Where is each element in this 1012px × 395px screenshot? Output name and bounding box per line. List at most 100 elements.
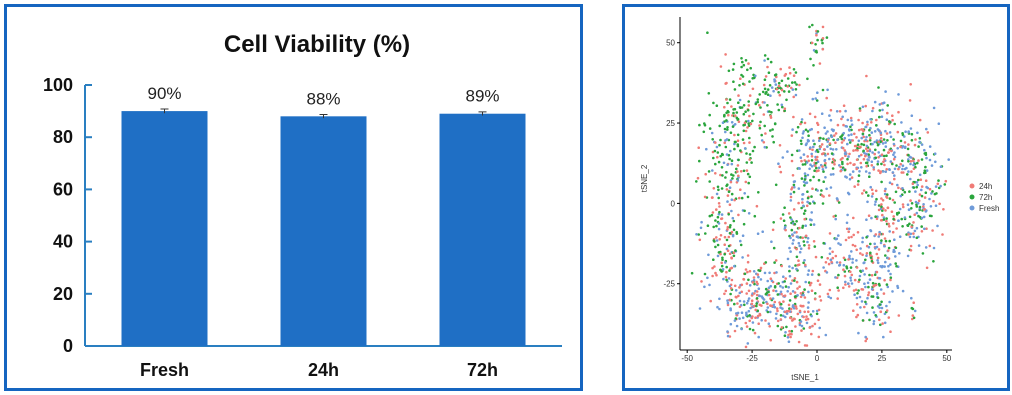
point-72h [759,127,762,130]
point-fresh [834,218,837,221]
point-72h [763,125,766,128]
point-24h [725,276,728,279]
point-24h [843,257,846,260]
point-72h [727,213,730,216]
point-72h [922,252,925,255]
point-24h [743,142,746,145]
point-72h [765,261,768,264]
point-fresh [851,123,854,126]
point-24h [867,294,870,297]
point-fresh [812,310,815,313]
point-fresh [851,261,854,264]
point-24h [751,303,754,306]
point-fresh [884,90,887,93]
point-fresh [872,166,875,169]
point-fresh [806,161,809,164]
point-fresh [877,151,880,154]
point-fresh [915,201,918,204]
point-fresh [748,297,751,300]
point-72h [800,140,803,143]
point-fresh [786,290,789,293]
point-fresh [781,307,784,310]
point-72h [732,68,735,71]
point-24h [818,309,821,312]
point-72h [893,123,896,126]
point-72h [875,198,878,201]
point-fresh [729,309,732,312]
point-24h [845,239,848,242]
point-72h [849,126,852,129]
point-24h [776,307,779,310]
point-24h [766,303,769,306]
point-24h [718,205,721,208]
point-72h [741,61,744,64]
point-72h [712,102,715,105]
point-72h [901,160,904,163]
point-24h [876,271,879,274]
point-fresh [828,114,831,117]
point-fresh [910,297,913,300]
point-24h [830,109,833,112]
point-72h [740,66,743,69]
point-72h [777,91,780,94]
point-72h [916,237,919,240]
point-72h [740,244,743,247]
point-72h [836,286,839,289]
point-24h [729,203,732,206]
point-24h [865,267,868,270]
point-72h [794,223,797,226]
point-fresh [874,130,877,133]
point-72h [725,119,728,122]
point-fresh [810,211,813,214]
point-24h [941,233,944,236]
point-24h [892,222,895,225]
point-fresh [934,161,937,164]
point-fresh [860,166,863,169]
point-fresh [884,322,887,325]
point-24h [817,319,820,322]
point-fresh [794,180,797,183]
point-fresh [782,286,785,289]
point-24h [833,160,836,163]
point-72h [812,176,815,179]
point-fresh [871,110,874,113]
point-fresh [920,189,923,192]
point-72h [806,78,809,81]
point-24h [887,206,890,209]
point-fresh [863,282,866,285]
point-72h [748,80,751,83]
point-72h [725,146,728,149]
point-fresh [885,145,888,148]
point-fresh [747,120,750,123]
point-72h [896,213,899,216]
point-72h [906,173,909,176]
point-72h [721,154,724,157]
point-72h [752,113,755,116]
point-fresh [865,218,868,221]
point-72h [806,190,809,193]
point-fresh [748,310,751,313]
point-24h [881,153,884,156]
point-fresh [899,208,902,211]
point-fresh [754,75,757,78]
point-fresh [729,150,732,153]
point-72h [782,213,785,216]
point-24h [723,142,726,145]
point-72h [729,226,732,229]
point-24h [720,218,723,221]
point-24h [872,192,875,195]
point-fresh [791,233,794,236]
point-72h [781,106,784,109]
point-fresh [848,255,851,258]
point-72h [772,141,775,144]
point-72h [707,224,710,227]
point-72h [735,231,738,234]
point-fresh [808,269,811,272]
point-fresh [784,316,787,319]
point-24h [831,251,834,254]
point-fresh [812,139,815,142]
point-24h [805,315,808,318]
point-24h [756,294,759,297]
point-72h [864,259,867,262]
point-72h [821,256,824,259]
